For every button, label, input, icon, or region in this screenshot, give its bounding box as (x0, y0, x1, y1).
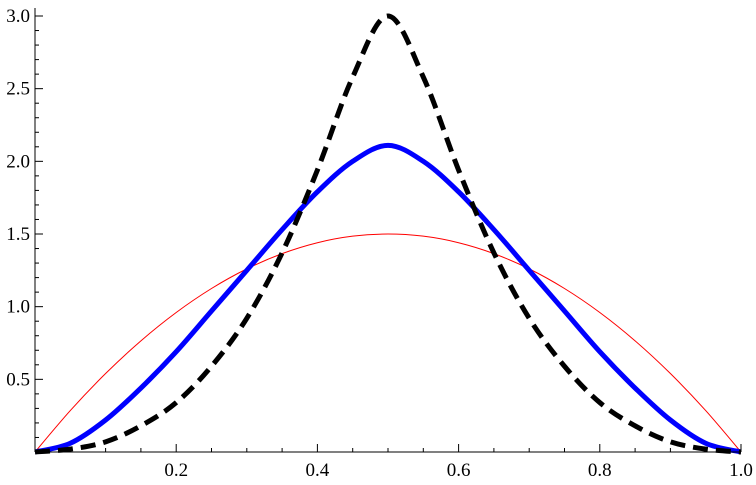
x-tick-label: 0.6 (447, 460, 471, 481)
series-line-2 (34, 142, 742, 455)
x-tick-label: 1.0 (729, 460, 753, 481)
x-tick-label: 0.8 (588, 460, 612, 481)
ticks: 0.2 0.4 0.6 0.8 1.0 0.5 1.0 1.5 2.0 2.5 3.0 (6, 6, 753, 481)
y-tick-label: 0.5 (6, 369, 30, 390)
y-tick-label: 2.5 (6, 79, 30, 100)
y-tick-label: 2.0 (6, 151, 30, 172)
series-line-1 (34, 233, 742, 453)
y-tick-label: 1.5 (6, 224, 30, 245)
x-tick-label: 0.4 (306, 460, 330, 481)
y-tick-label: 1.0 (6, 297, 30, 318)
series-line-3 (34, 13, 742, 455)
series-layer (34, 13, 742, 455)
y-tick-label: 3.0 (6, 6, 30, 27)
x-tick-label: 0.2 (164, 460, 188, 481)
